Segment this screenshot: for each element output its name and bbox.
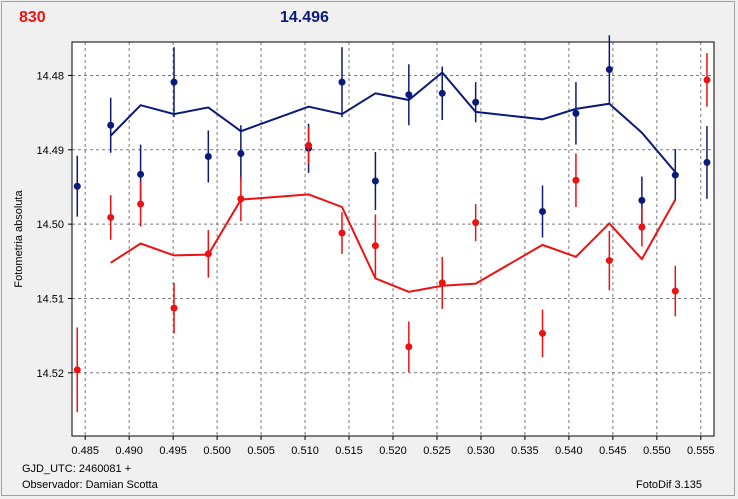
blue-data-point — [671, 171, 679, 179]
blue-data-point — [605, 66, 613, 74]
red-data-point — [703, 76, 711, 84]
y-tick-label: 14.50 — [36, 219, 64, 231]
y-tick-label: 14.51 — [36, 293, 64, 305]
x-tick-label: 0.535 — [511, 445, 539, 457]
blue-data-point — [539, 207, 547, 215]
software-label: FotoDif 3.135 — [636, 479, 703, 491]
header-right-value: 14.496 — [280, 9, 329, 26]
x-tick-label: 0.485 — [71, 445, 99, 457]
red-data-point — [204, 250, 212, 258]
x-tick-label: 0.555 — [687, 445, 715, 457]
x-tick-label: 0.525 — [423, 445, 451, 457]
blue-data-point — [371, 177, 379, 185]
blue-data-point — [237, 150, 245, 158]
blue-data-point — [438, 89, 446, 97]
red-data-point — [73, 366, 81, 374]
red-data-point — [170, 304, 178, 312]
blue-data-point — [703, 158, 711, 166]
y-tick-label: 14.52 — [36, 368, 64, 380]
y-axis-label: Fotometria absoluta — [13, 190, 25, 288]
gjd-label: GJD_UTC: 2460081 + — [22, 463, 132, 475]
x-tick-label: 0.515 — [335, 445, 363, 457]
red-data-point — [539, 329, 547, 337]
blue-data-point — [170, 78, 178, 86]
red-data-point — [107, 213, 115, 221]
blue-data-point — [107, 121, 115, 129]
red-data-point — [305, 141, 313, 149]
red-data-point — [572, 176, 580, 184]
x-tick-label: 0.550 — [643, 445, 671, 457]
x-tick-label: 0.530 — [467, 445, 495, 457]
x-tick-label: 0.545 — [599, 445, 627, 457]
blue-data-point — [405, 91, 413, 99]
red-data-point — [472, 219, 480, 227]
red-data-point — [137, 200, 145, 208]
red-data-point — [638, 223, 646, 231]
y-tick-label: 14.49 — [36, 145, 64, 157]
red-data-point — [671, 287, 679, 295]
red-data-point — [405, 343, 413, 351]
header-left-value: 830 — [19, 9, 46, 26]
plot-area — [72, 42, 714, 436]
red-data-point — [438, 279, 446, 287]
blue-data-point — [572, 109, 580, 117]
red-data-point — [338, 229, 346, 237]
x-tick-label: 0.520 — [379, 445, 407, 457]
blue-series-line — [109, 71, 677, 173]
red-series-line — [110, 193, 677, 293]
blue-data-point — [638, 196, 646, 204]
blue-data-point — [204, 152, 212, 160]
x-tick-label: 0.490 — [115, 445, 143, 457]
observer-label: Observador: Damian Scotta — [22, 479, 158, 491]
x-tick-label: 0.505 — [247, 445, 275, 457]
y-tick-label: 14.48 — [36, 70, 64, 82]
blue-data-point — [338, 78, 346, 86]
x-tick-label: 0.500 — [203, 445, 231, 457]
plot-border — [71, 41, 715, 437]
x-tick-label: 0.540 — [555, 445, 583, 457]
blue-data-point — [137, 170, 145, 178]
blue-data-point — [472, 98, 480, 106]
x-tick-label: 0.495 — [159, 445, 187, 457]
blue-data-point — [73, 182, 81, 190]
red-data-point — [371, 242, 379, 250]
red-data-point — [237, 195, 245, 203]
x-tick-label: 0.510 — [291, 445, 319, 457]
red-data-point — [605, 257, 613, 265]
